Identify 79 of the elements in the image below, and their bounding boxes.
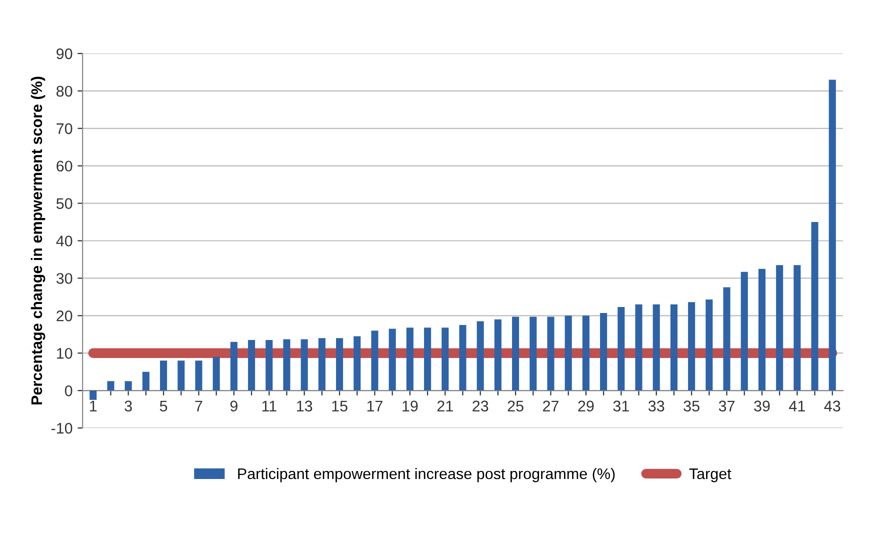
x-tick-label: 15 [332, 400, 348, 412]
y-tick-label: 10 [57, 348, 72, 359]
bar [794, 265, 801, 391]
x-tick-label: 41 [789, 400, 805, 412]
bar [424, 328, 432, 391]
x-tick-label: 11 [262, 400, 276, 412]
bar [124, 381, 132, 391]
x-tick-label: 33 [648, 400, 664, 412]
bar [212, 356, 220, 391]
bar [776, 265, 784, 391]
bar [811, 222, 818, 391]
y-tick-label: 70 [56, 123, 72, 134]
x-tick-label: 19 [402, 400, 418, 412]
y-tick-label: 60 [56, 160, 72, 172]
bar [406, 328, 414, 391]
bar [828, 80, 836, 391]
bar [459, 325, 466, 391]
bar [318, 338, 326, 391]
y-tick-label: 20 [56, 310, 72, 322]
x-tick-label: 9 [230, 400, 238, 412]
bar [107, 381, 114, 391]
bar [688, 302, 696, 391]
bar [248, 340, 256, 391]
bar [512, 316, 520, 391]
bar [494, 319, 502, 391]
bar [354, 336, 361, 391]
x-tick-label: 43 [824, 400, 840, 412]
bar [530, 316, 537, 391]
bar [283, 339, 290, 391]
bar [758, 268, 766, 391]
bar [600, 313, 608, 391]
y-tick-label: 30 [56, 273, 72, 284]
bar [178, 360, 185, 391]
bar [142, 372, 150, 391]
bar [670, 304, 678, 391]
x-tick-label: 23 [472, 400, 488, 412]
bar [388, 328, 396, 391]
x-tick-label: 35 [684, 400, 700, 412]
x-tick-label: 39 [754, 400, 770, 412]
bar [230, 342, 238, 391]
bar [652, 304, 660, 391]
bar [635, 304, 642, 391]
y-tick-label: 50 [56, 198, 72, 209]
y-tick-label: 80 [56, 86, 72, 97]
bar [90, 390, 97, 400]
bar [336, 338, 344, 391]
bar [547, 316, 554, 391]
bar [300, 339, 308, 391]
x-tick-label: 7 [195, 400, 202, 412]
x-tick-label: 13 [297, 400, 312, 412]
y-axis-title: Percentage change in empwerment score (%) [30, 76, 46, 404]
x-tick-label: 27 [543, 400, 558, 412]
x-tick-label: 37 [718, 400, 734, 412]
x-tick-label: 31 [613, 400, 629, 412]
bar [564, 316, 572, 391]
x-tick-label: 17 [367, 400, 382, 412]
bar [723, 287, 730, 391]
bar [582, 316, 590, 391]
bar [371, 330, 378, 391]
y-tick-label: 0 [64, 385, 72, 396]
x-tick-label: 3 [124, 400, 132, 412]
x-tick-label: 25 [508, 400, 524, 412]
legend-label: Participant empowerment increase post programme (%) [238, 468, 615, 482]
y-tick-label: -10 [51, 422, 72, 434]
bar [160, 360, 168, 391]
x-tick-label: 5 [160, 400, 168, 412]
y-tick-label: 40 [56, 236, 72, 246]
y-tick-label: 90 [56, 48, 72, 60]
bar [706, 300, 713, 391]
legend-label: Target [689, 468, 732, 482]
x-tick-label: 29 [578, 400, 594, 412]
bar [266, 340, 273, 391]
bar [195, 360, 202, 391]
bar [442, 328, 449, 391]
bar [618, 307, 625, 391]
bar [740, 272, 748, 391]
bar [476, 321, 484, 391]
x-tick-label: 21 [437, 400, 453, 412]
x-tick-label: 1 [90, 400, 97, 412]
